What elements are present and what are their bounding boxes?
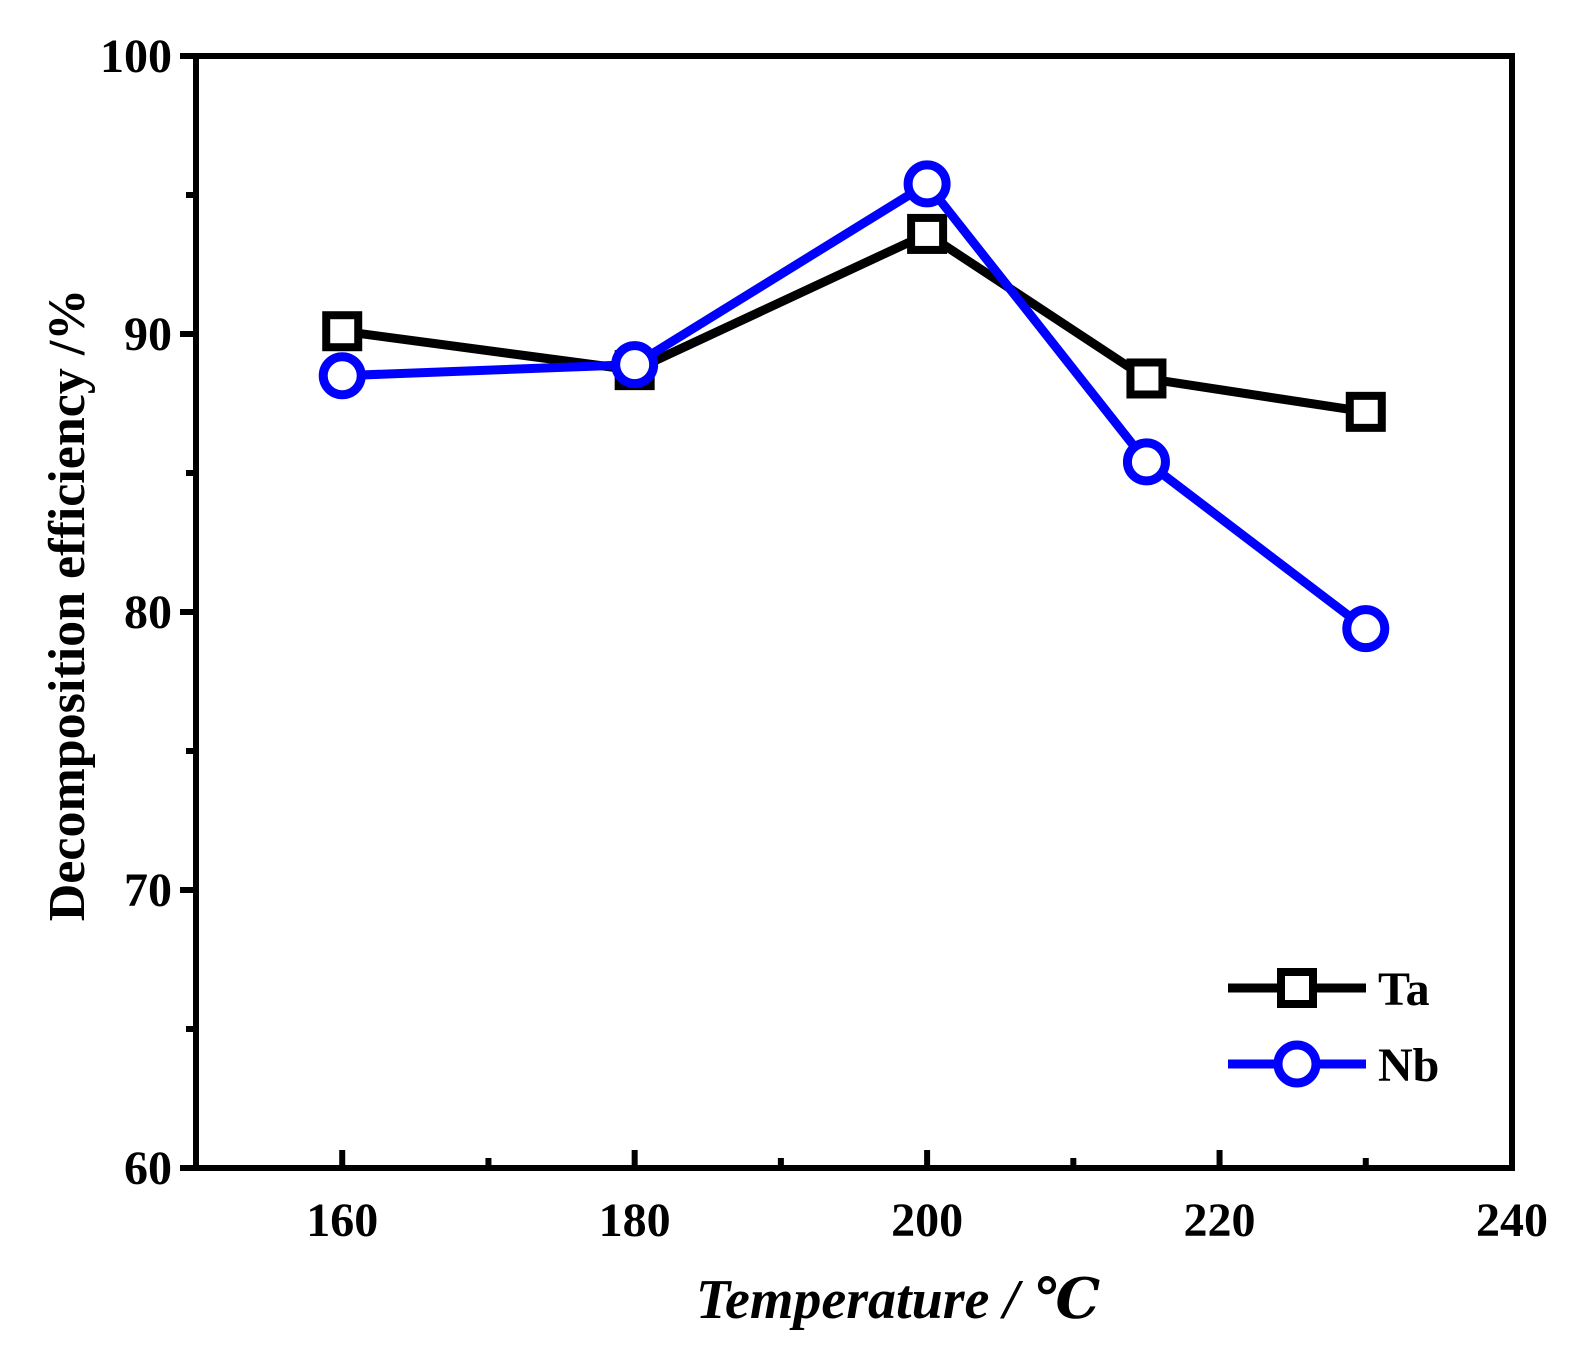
legend-label-nb: Nb xyxy=(1378,1039,1439,1092)
y-tick-label: 70 xyxy=(124,864,172,917)
y-tick-label: 100 xyxy=(100,30,172,83)
data-point-nb xyxy=(611,341,659,389)
x-tick-label: 240 xyxy=(1476,1194,1548,1247)
y-tick-label: 60 xyxy=(124,1142,172,1195)
data-point-nb xyxy=(903,160,951,208)
x-tick-label: 180 xyxy=(599,1194,671,1247)
series-layer xyxy=(318,160,1390,653)
x-tick-label: 200 xyxy=(891,1194,963,1247)
axes: 160 180 200 220 240 60 70 80 90 100 xyxy=(100,30,1548,1247)
legend-marker-nb xyxy=(1273,1040,1321,1088)
x-tick-label: 220 xyxy=(1184,1194,1256,1247)
x-tick-label: 160 xyxy=(306,1194,378,1247)
x-axis-title: Temperature / ℃ xyxy=(696,1269,1100,1331)
series-line-nb xyxy=(342,179,1369,633)
data-point-ta xyxy=(907,213,948,254)
y-tick-label: 80 xyxy=(124,586,172,639)
series-line-ta xyxy=(341,229,1367,417)
data-point-nb xyxy=(1122,438,1170,486)
legend-marker-ta xyxy=(1277,968,1317,1008)
data-point-ta xyxy=(1345,391,1386,432)
legend-label-ta: Ta xyxy=(1378,963,1430,1016)
data-point-nb xyxy=(318,352,366,400)
data-point-ta xyxy=(322,311,363,352)
data-point-nb xyxy=(1342,605,1390,653)
y-axis-title: Decomposition efficiency /% xyxy=(39,289,96,922)
y-tick-label: 90 xyxy=(124,308,172,361)
data-point-ta xyxy=(1126,358,1167,399)
legend: Ta Nb xyxy=(1228,963,1439,1092)
